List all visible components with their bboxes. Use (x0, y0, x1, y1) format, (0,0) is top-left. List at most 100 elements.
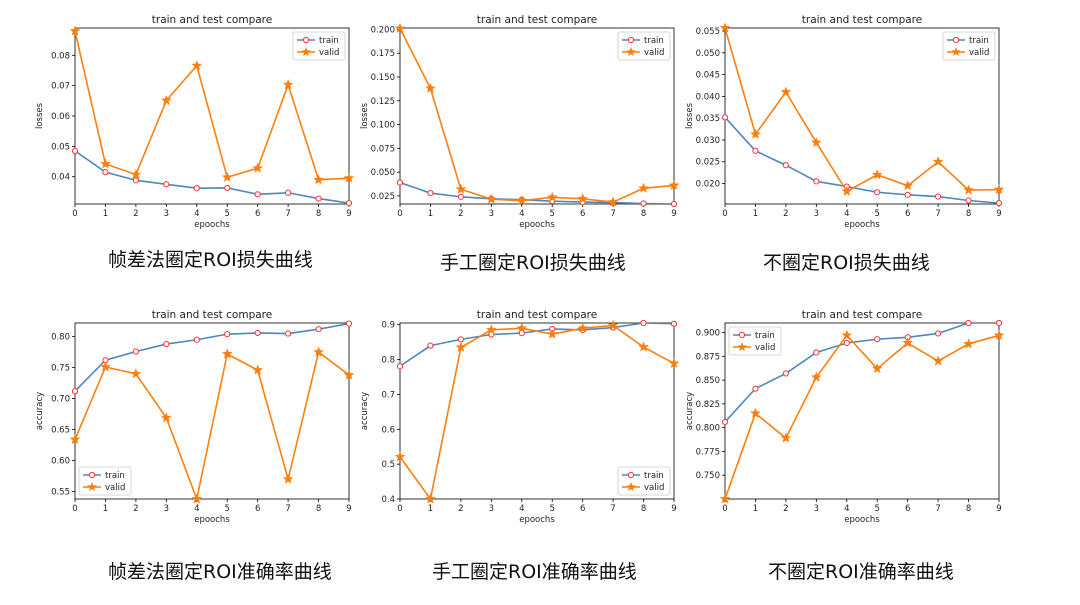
valid-point (343, 369, 355, 380)
valid-point (546, 328, 558, 339)
valid-point (577, 193, 589, 204)
y-tick-label: 0.030 (696, 136, 720, 146)
x-tick-label: 1 (103, 504, 108, 514)
x-axis-label: epoochs (519, 515, 555, 525)
train-point (163, 181, 170, 188)
train-point (102, 169, 109, 176)
train-point (315, 195, 322, 202)
x-tick-label: 1 (103, 209, 108, 219)
legend-label-train: train (755, 331, 775, 341)
x-tick-label: 2 (783, 504, 788, 514)
train-point (71, 147, 79, 154)
train-point (193, 185, 200, 192)
series-line-train (400, 323, 674, 367)
series-line-train (75, 150, 349, 204)
valid-point (313, 346, 324, 357)
x-tick-label: 3 (164, 209, 169, 219)
y-tick-label: 0.025 (371, 192, 395, 202)
caption-frame-diff-accuracy: 帧差法圈定ROI准确率曲线 (108, 561, 332, 583)
train-point (315, 326, 322, 333)
x-tick-label: 1 (428, 504, 433, 514)
chart-svg-5: train and test compare 0 1 2 3 4 5 6 7 8 9 0.4 0.5 0.… (360, 309, 680, 525)
series-line-train (725, 116, 999, 204)
valid-point (130, 368, 142, 379)
valid-point (160, 94, 172, 106)
x-tick-label: 7 (610, 504, 615, 514)
x-tick-label: 8 (316, 504, 321, 514)
x-axis-label: epoochs (844, 515, 880, 525)
y-tick-label: 0.055 (696, 27, 720, 37)
valid-point (902, 337, 914, 348)
train-point (285, 189, 292, 196)
caption-frame-diff-loss: 帧差法圈定ROI损失曲线 (108, 249, 313, 271)
valid-point (810, 371, 822, 382)
legend-label-valid: valid (755, 343, 775, 353)
x-tick-label: 8 (316, 209, 321, 219)
y-tick-label: 0.5 (381, 460, 395, 470)
valid-point (668, 179, 680, 191)
chart-title: train and test compare (152, 14, 272, 26)
x-tick-label: 0 (72, 504, 77, 514)
x-tick-label: 9 (346, 504, 351, 514)
legend-label-train: train (644, 36, 664, 46)
valid-point (871, 362, 883, 374)
legend-marker-valid (951, 47, 961, 57)
y-tick-label: 0.6 (381, 425, 395, 435)
x-tick-label: 9 (346, 209, 351, 219)
x-tick-label: 2 (133, 209, 138, 219)
legend-label-valid: valid (644, 483, 664, 493)
train-point (904, 191, 911, 198)
train-point (427, 342, 434, 349)
valid-point (932, 355, 944, 366)
chart-panel-4: train and test compare 0 1 2 3 4 5 6 7 8 9 0.55 0.60… (30, 305, 355, 545)
legend-label-train: train (644, 471, 664, 481)
y-axis-label: losses (360, 102, 370, 129)
legend-marker-valid (737, 342, 747, 352)
x-tick-label: 7 (285, 504, 290, 514)
chart-svg-2: train and test compare 0 1 2 3 4 5 6 7 8 9 0.025 0.0… (360, 14, 680, 230)
legend-label-valid: valid (969, 48, 989, 58)
x-tick-label: 9 (671, 504, 676, 514)
valid-point (750, 128, 761, 139)
valid-point (607, 319, 619, 331)
x-tick-label: 0 (722, 209, 727, 219)
valid-point (425, 82, 436, 94)
x-tick-label: 6 (255, 209, 260, 219)
x-tick-label: 2 (783, 209, 788, 219)
x-tick-label: 4 (194, 209, 199, 219)
x-axis-label: epoochs (194, 515, 230, 525)
y-tick-label: 0.050 (371, 168, 395, 178)
y-axis-label: losses (35, 102, 45, 129)
caption-no-roi-accuracy: 不圈定ROI准确率曲线 (768, 561, 954, 583)
y-tick-label: 0.035 (696, 114, 720, 124)
train-point (224, 184, 231, 192)
x-tick-label: 1 (753, 209, 758, 219)
train-point (670, 320, 678, 327)
train-point (721, 114, 729, 121)
valid-point (394, 22, 406, 34)
valid-point (638, 182, 649, 193)
legend-label-valid: valid (105, 483, 125, 493)
train-point (427, 189, 434, 197)
x-tick-label: 7 (610, 209, 615, 219)
valid-point (993, 329, 1005, 340)
x-tick-label: 9 (996, 209, 1001, 219)
train-point (670, 200, 678, 208)
valid-point (69, 25, 81, 36)
series-line-valid (75, 350, 349, 499)
chart-svg-6: train and test compare 0 1 2 3 4 5 6 7 8 9 0.750 0.7… (685, 309, 1005, 525)
train-point (163, 340, 170, 348)
train-point (254, 329, 261, 337)
x-tick-label: 3 (489, 209, 494, 219)
chart-title: train and test compare (802, 309, 922, 321)
valid-point (719, 22, 731, 33)
valid-point (130, 168, 142, 180)
train-point (457, 336, 464, 343)
x-tick-label: 4 (519, 504, 524, 514)
chart-panel-5: train and test compare 0 1 2 3 4 5 6 7 8 9 0.4 0.5 0.… (355, 305, 680, 545)
x-tick-label: 6 (905, 209, 910, 219)
x-tick-label: 3 (164, 504, 169, 514)
chart-svg-1: train and test compare 0 1 2 3 4 5 6 7 8 9 0.04 0.05… (35, 14, 355, 230)
valid-point (638, 341, 649, 352)
train-point (396, 179, 404, 186)
